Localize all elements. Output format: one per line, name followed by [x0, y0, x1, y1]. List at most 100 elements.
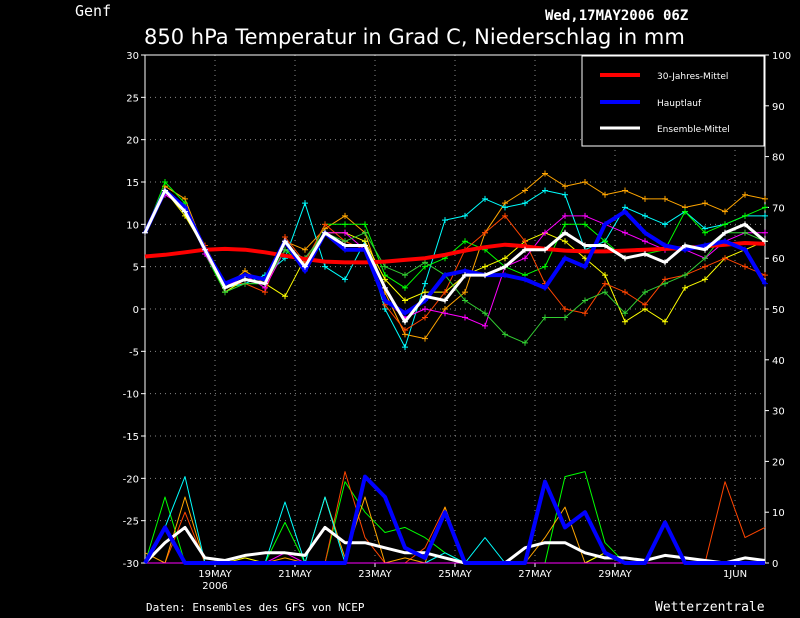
temperature-point: [542, 246, 548, 253]
temperature-point: [562, 306, 568, 312]
temperature-point: [302, 263, 308, 270]
temperature-point: [582, 221, 588, 228]
temperature-point: [442, 217, 448, 224]
precipitation-line: [143, 474, 765, 565]
right-tick-label: 0: [772, 559, 778, 570]
temperature-point: [762, 238, 768, 245]
left-tick-label: -20: [123, 474, 139, 485]
temperature-point: [642, 301, 648, 308]
temperature-point: [642, 250, 648, 257]
temperature-point: [162, 187, 168, 194]
temperature-point: [762, 212, 768, 219]
temperature-point: [402, 272, 408, 279]
temperature-point: [462, 272, 468, 279]
precipitation-series: [143, 471, 766, 565]
temperature-point: [742, 191, 748, 198]
temperature-point: [142, 229, 148, 236]
temperature-point: [502, 263, 508, 270]
temperature-point: [562, 191, 568, 198]
right-tick-label: 60: [772, 254, 785, 265]
temperature-point: [662, 221, 668, 228]
temperature-point: [342, 221, 348, 228]
credit-label: Wetterzentrale: [655, 600, 765, 615]
legend: 30-Jahres-Mittel Hauptlauf Ensemble-Mitt…: [581, 55, 765, 147]
left-tick-label: -25: [123, 517, 139, 528]
temperature-point: [742, 229, 748, 236]
temperature-point: [522, 246, 528, 253]
left-tick-label: 10: [126, 220, 139, 231]
temperature-point: [642, 195, 648, 202]
legend-label-main-run: Hauptlauf: [657, 99, 702, 109]
temperature-point: [402, 327, 408, 334]
legend-label-ensemble-mean: Ensemble-Mittel: [657, 125, 730, 135]
temperature-point: [662, 195, 668, 202]
temperature-point: [722, 238, 728, 245]
temperature-point: [522, 238, 528, 245]
temperature-point: [462, 212, 468, 219]
data-source-label: Daten: Ensembles des GFS von NCEP: [146, 601, 365, 614]
temperature-point: [702, 276, 708, 283]
temperature-point: [742, 246, 748, 253]
x-tick-sublabel: 2006: [202, 581, 227, 592]
left-tick-label: -10: [123, 390, 139, 401]
temperature-point: [402, 297, 408, 304]
temperature-point: [562, 221, 568, 228]
location-label: Genf: [75, 2, 111, 20]
temperature-point: [522, 255, 528, 262]
temperature-point: [622, 289, 628, 296]
temperature-point: [722, 229, 728, 236]
temperature-point: [662, 242, 668, 249]
temperature-point: [682, 208, 688, 215]
temperature-point: [662, 318, 668, 325]
right-tick-label: 40: [772, 356, 785, 367]
temperature-point: [342, 242, 348, 249]
right-tick-label: 70: [772, 203, 785, 214]
temperature-point: [662, 280, 668, 287]
date-label: Wed,17MAY2006 06Z: [545, 8, 688, 24]
temperature-point: [302, 246, 308, 253]
left-y-axis: -30 -25 -20 -15 -10 -5 0 5 10 15 20 25 30: [123, 51, 145, 570]
temperature-point: [662, 259, 668, 266]
temperature-point: [362, 229, 368, 236]
temperature-point: [162, 179, 168, 185]
left-tick-label: 20: [126, 136, 139, 147]
temperature-point: [282, 246, 288, 253]
temperature-point: [362, 242, 368, 249]
temperature-point: [382, 297, 388, 304]
temperature-point: [622, 208, 628, 215]
x-tick-label: 1JUN: [723, 569, 747, 580]
x-tick-label: 21MAY: [278, 569, 312, 580]
left-tick-label: 5: [133, 263, 139, 274]
temperature-point: [522, 276, 528, 283]
temperature-point: [682, 284, 688, 291]
temperature-line: [144, 241, 766, 265]
temperature-point: [762, 195, 768, 202]
temperature-point: [682, 272, 688, 279]
right-tick-label: 30: [772, 407, 785, 418]
temperature-point: [542, 284, 548, 291]
precipitation-line: [143, 525, 766, 565]
temperature-point: [722, 255, 728, 262]
temperature-point: [562, 183, 568, 190]
temperature-point: [342, 229, 348, 236]
temperature-point: [622, 318, 628, 325]
right-tick-label: 20: [772, 457, 785, 468]
temperature-point: [322, 229, 328, 236]
temperature-line: [143, 188, 767, 316]
temperature-point: [702, 229, 708, 236]
temperature-point: [322, 263, 328, 270]
temperature-point: [602, 272, 608, 279]
temperature-point: [462, 297, 468, 304]
temperature-point: [302, 200, 308, 207]
temperature-point: [622, 255, 628, 262]
temperature-point: [642, 238, 648, 245]
temperature-point: [702, 255, 708, 262]
temperature-point: [522, 339, 528, 346]
temperature-point: [542, 263, 548, 270]
x-tick-label: 25MAY: [438, 569, 472, 580]
temperature-point: [382, 284, 388, 291]
left-tick-label: 15: [126, 178, 139, 189]
temperature-point: [762, 204, 768, 211]
temperature-point: [722, 208, 728, 215]
